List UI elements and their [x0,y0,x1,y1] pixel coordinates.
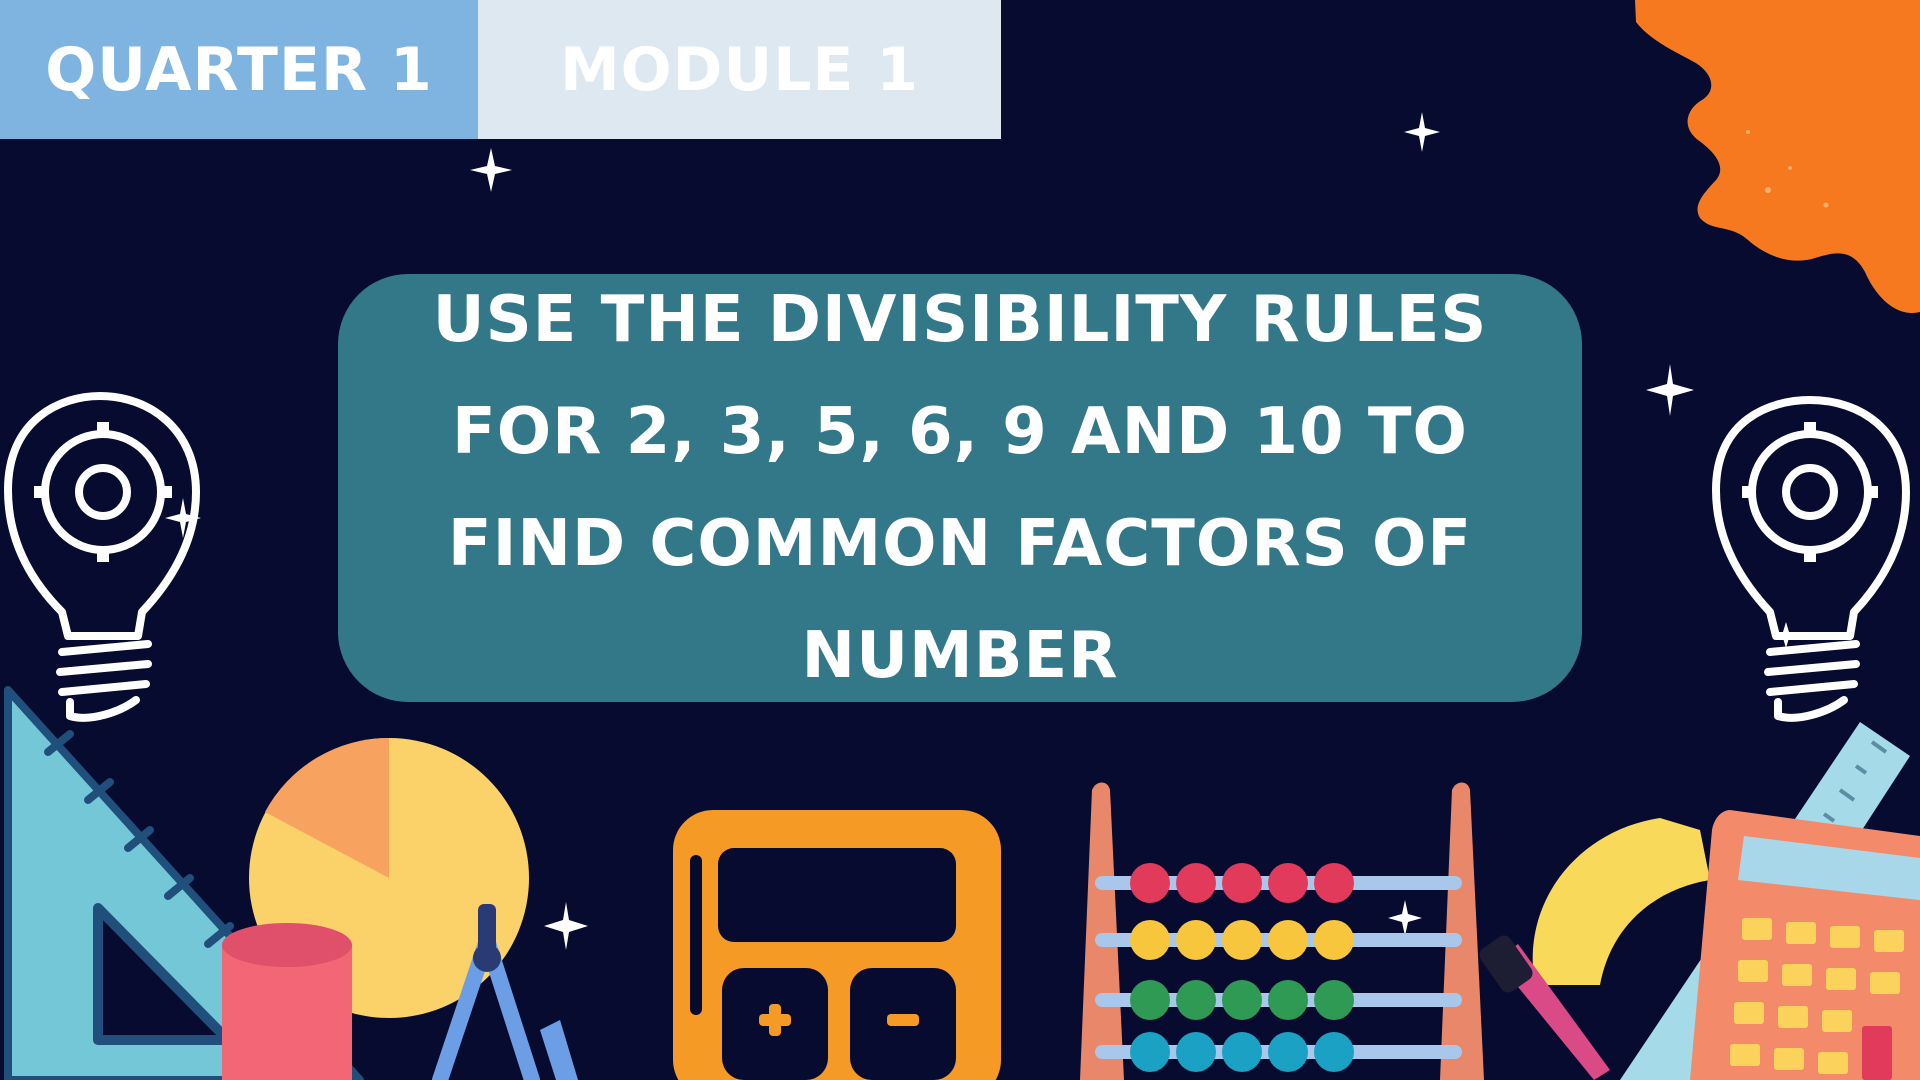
calculator-icon [1690,810,1920,1080]
module-label: MODULE 1 [559,34,920,105]
paint-splash-icon [1635,0,1920,313]
cylinder-icon [222,923,352,1080]
lesson-title: USE THE DIVISIBILITY RULES FOR 2, 3, 5, … [432,283,1488,693]
compass-icon [432,904,578,1080]
calculator-icon [673,810,1001,1080]
module-tab: MODULE 1 [478,0,1001,139]
drawing-tool-icon [1479,935,1610,1080]
quarter-label: QUARTER 1 [45,34,433,105]
abacus-icon [1080,782,1484,1080]
protractor-icon [1532,818,1710,985]
quarter-tab: QUARTER 1 [0,0,478,139]
title-card: USE THE DIVISIBILITY RULES FOR 2, 3, 5, … [338,274,1582,702]
